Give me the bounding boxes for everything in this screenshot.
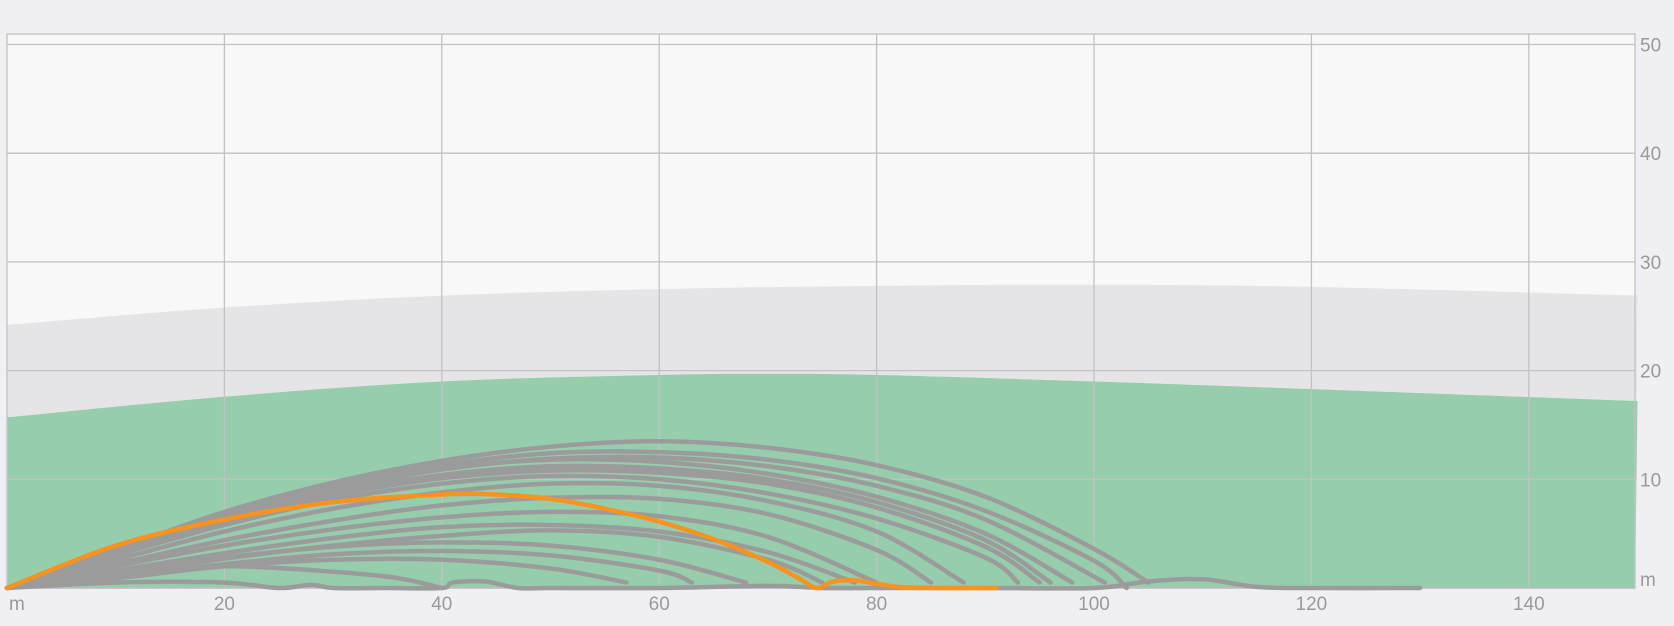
- y-unit-label: m: [1640, 570, 1656, 591]
- x-tick-label: 40: [431, 594, 452, 615]
- y-tick-label: 30: [1640, 253, 1661, 274]
- x-tick-label: 100: [1078, 594, 1110, 615]
- x-tick-label: 60: [649, 594, 670, 615]
- y-tick-label: 40: [1640, 144, 1661, 165]
- y-tick-label: 10: [1640, 470, 1661, 491]
- x-unit-label: m: [9, 594, 25, 615]
- x-tick-label: 80: [866, 594, 887, 615]
- x-tick-label: 140: [1513, 594, 1545, 615]
- y-tick-label: 20: [1640, 362, 1661, 383]
- y-tick-label: 50: [1640, 36, 1661, 57]
- x-tick-label: 120: [1296, 594, 1328, 615]
- x-tick-label: 20: [214, 594, 235, 615]
